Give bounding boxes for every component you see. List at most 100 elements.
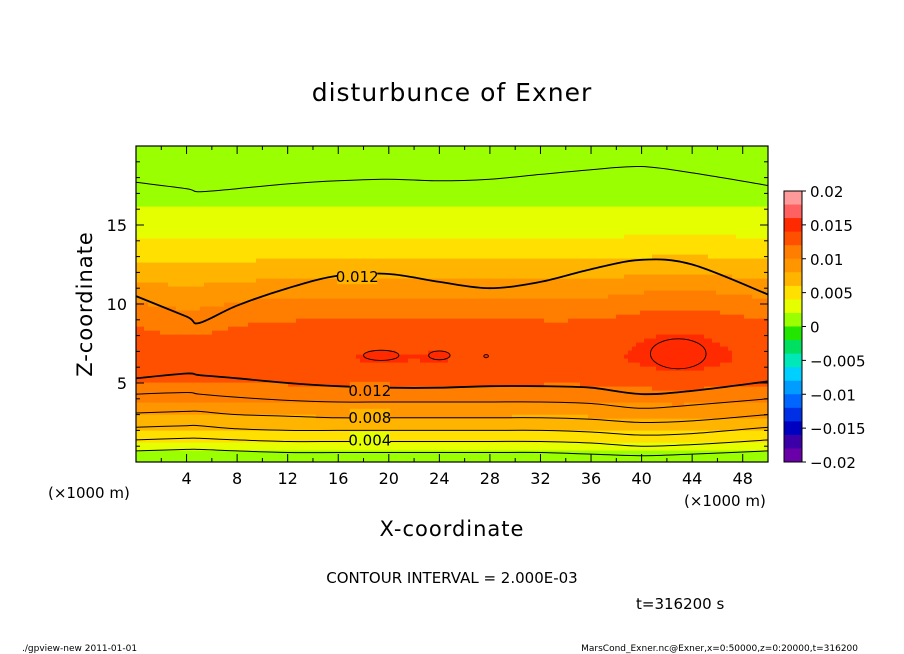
field-cell [660, 338, 665, 343]
field-cell [352, 358, 357, 363]
field-cell [328, 382, 333, 387]
field-cell [304, 434, 309, 439]
field-cell [620, 450, 625, 455]
field-cell [520, 394, 525, 399]
field-cell [552, 430, 557, 435]
field-cell [588, 446, 593, 451]
field-cell [316, 422, 321, 427]
field-cell [168, 382, 173, 387]
field-cell [136, 430, 141, 435]
field-cell [408, 402, 413, 407]
field-cell [444, 370, 449, 375]
field-cell [744, 434, 749, 439]
field-cell [400, 458, 405, 462]
field-cell [600, 454, 605, 459]
field-cell [340, 334, 345, 339]
field-cell [160, 418, 165, 423]
field-cell [168, 334, 173, 339]
field-cell [244, 406, 249, 411]
field-cell [336, 438, 341, 443]
field-cell [664, 370, 669, 375]
field-cell [336, 346, 341, 351]
field-cell [160, 366, 165, 371]
field-cell [560, 346, 565, 351]
field-cell [336, 342, 341, 347]
field-cell [332, 334, 337, 339]
field-cell [192, 354, 197, 359]
field-cell [188, 374, 193, 379]
field-cell [252, 406, 257, 411]
field-cell [324, 366, 329, 371]
field-cell [600, 410, 605, 415]
field-cell [376, 378, 381, 383]
field-cell [456, 378, 461, 383]
field-cell [308, 338, 313, 343]
field-cell [632, 382, 637, 387]
field-cell [460, 446, 465, 451]
field-cell [260, 414, 265, 419]
field-cell [156, 346, 161, 351]
field-cell [256, 414, 261, 419]
field-cell [616, 450, 621, 455]
field-cell [472, 454, 477, 459]
field-cell [692, 366, 697, 371]
field-cell [240, 338, 245, 343]
field-cell [168, 394, 173, 399]
field-cell [512, 458, 517, 462]
field-cell [520, 370, 525, 375]
field-cell [208, 418, 213, 423]
field-cell [176, 458, 181, 462]
field-cell [660, 458, 665, 462]
field-cell [404, 446, 409, 451]
field-cell [276, 458, 281, 462]
field-cell [340, 410, 345, 415]
field-cell [668, 454, 673, 459]
field-cell [188, 370, 193, 375]
field-cell [140, 350, 145, 355]
field-cell [528, 374, 533, 379]
field-cell [468, 394, 473, 399]
field-cell [392, 410, 397, 415]
field-cell [384, 454, 389, 459]
field-cell [252, 410, 257, 415]
field-cell [196, 418, 201, 423]
field-cell [576, 394, 581, 399]
field-cell [688, 370, 693, 375]
field-cell [364, 370, 369, 375]
field-cell [176, 386, 181, 391]
field-cell [496, 374, 501, 379]
field-cell [288, 406, 293, 411]
field-cell [184, 394, 189, 399]
field-cell [240, 442, 245, 447]
field-cell [432, 338, 437, 343]
field-cell [416, 378, 421, 383]
field-cell [568, 414, 573, 419]
field-cell [612, 378, 617, 383]
field-cell [368, 446, 373, 451]
field-cell [568, 442, 573, 447]
field-cell [544, 370, 549, 375]
field-cell [580, 414, 585, 419]
field-cell [744, 442, 749, 447]
field-cell [440, 442, 445, 447]
field-cell [148, 450, 153, 455]
field-cell [548, 350, 553, 355]
field-cell [144, 446, 149, 451]
field-cell [712, 378, 717, 383]
field-cell [620, 438, 625, 443]
field-cell [408, 378, 413, 383]
field-cell [520, 354, 525, 359]
field-cell [184, 426, 189, 431]
field-cell [316, 390, 321, 395]
field-cell [532, 434, 537, 439]
field-cell [676, 446, 681, 451]
field-cell [288, 410, 293, 415]
field-cell [216, 434, 221, 439]
field-cell [636, 446, 641, 451]
field-cell [668, 418, 673, 423]
field-cell [252, 346, 257, 351]
field-cell [728, 374, 733, 379]
field-cell [552, 406, 557, 411]
field-cell [680, 438, 685, 443]
field-cell [552, 350, 557, 355]
